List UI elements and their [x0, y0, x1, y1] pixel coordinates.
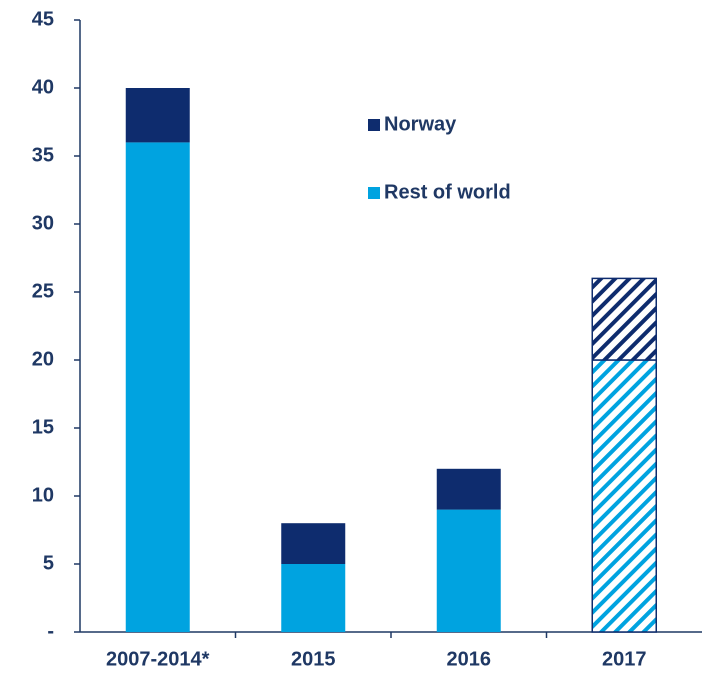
bar-segment — [281, 564, 346, 632]
bar-segment — [436, 468, 501, 510]
y-tick-label: 35 — [32, 144, 54, 166]
y-tick-label: 40 — [32, 76, 54, 98]
y-tick-label: - — [47, 620, 54, 642]
bar-segment — [591, 359, 657, 633]
legend-swatch — [368, 119, 380, 131]
bar-segment — [125, 142, 190, 632]
bar-segment — [591, 277, 657, 361]
y-tick-label: 10 — [32, 484, 54, 506]
legend-swatch — [368, 187, 380, 199]
bar-segment — [125, 88, 190, 143]
x-tick-label: 2017 — [602, 648, 647, 670]
y-tick-label: 5 — [43, 552, 54, 574]
x-tick-label: 2015 — [291, 648, 336, 670]
bar-segment — [281, 523, 346, 564]
legend-label: Norway — [384, 113, 457, 135]
y-tick-label: 20 — [32, 348, 54, 370]
y-tick-label: 15 — [32, 416, 54, 438]
bar-segment — [436, 509, 501, 632]
y-tick-label: 30 — [32, 212, 54, 234]
x-tick-label: 2016 — [447, 648, 492, 670]
y-tick-label: 45 — [32, 8, 54, 30]
y-tick-label: 25 — [32, 280, 54, 302]
legend-label: Rest of world — [384, 181, 511, 203]
x-tick-label: 2007-2014* — [106, 648, 210, 670]
